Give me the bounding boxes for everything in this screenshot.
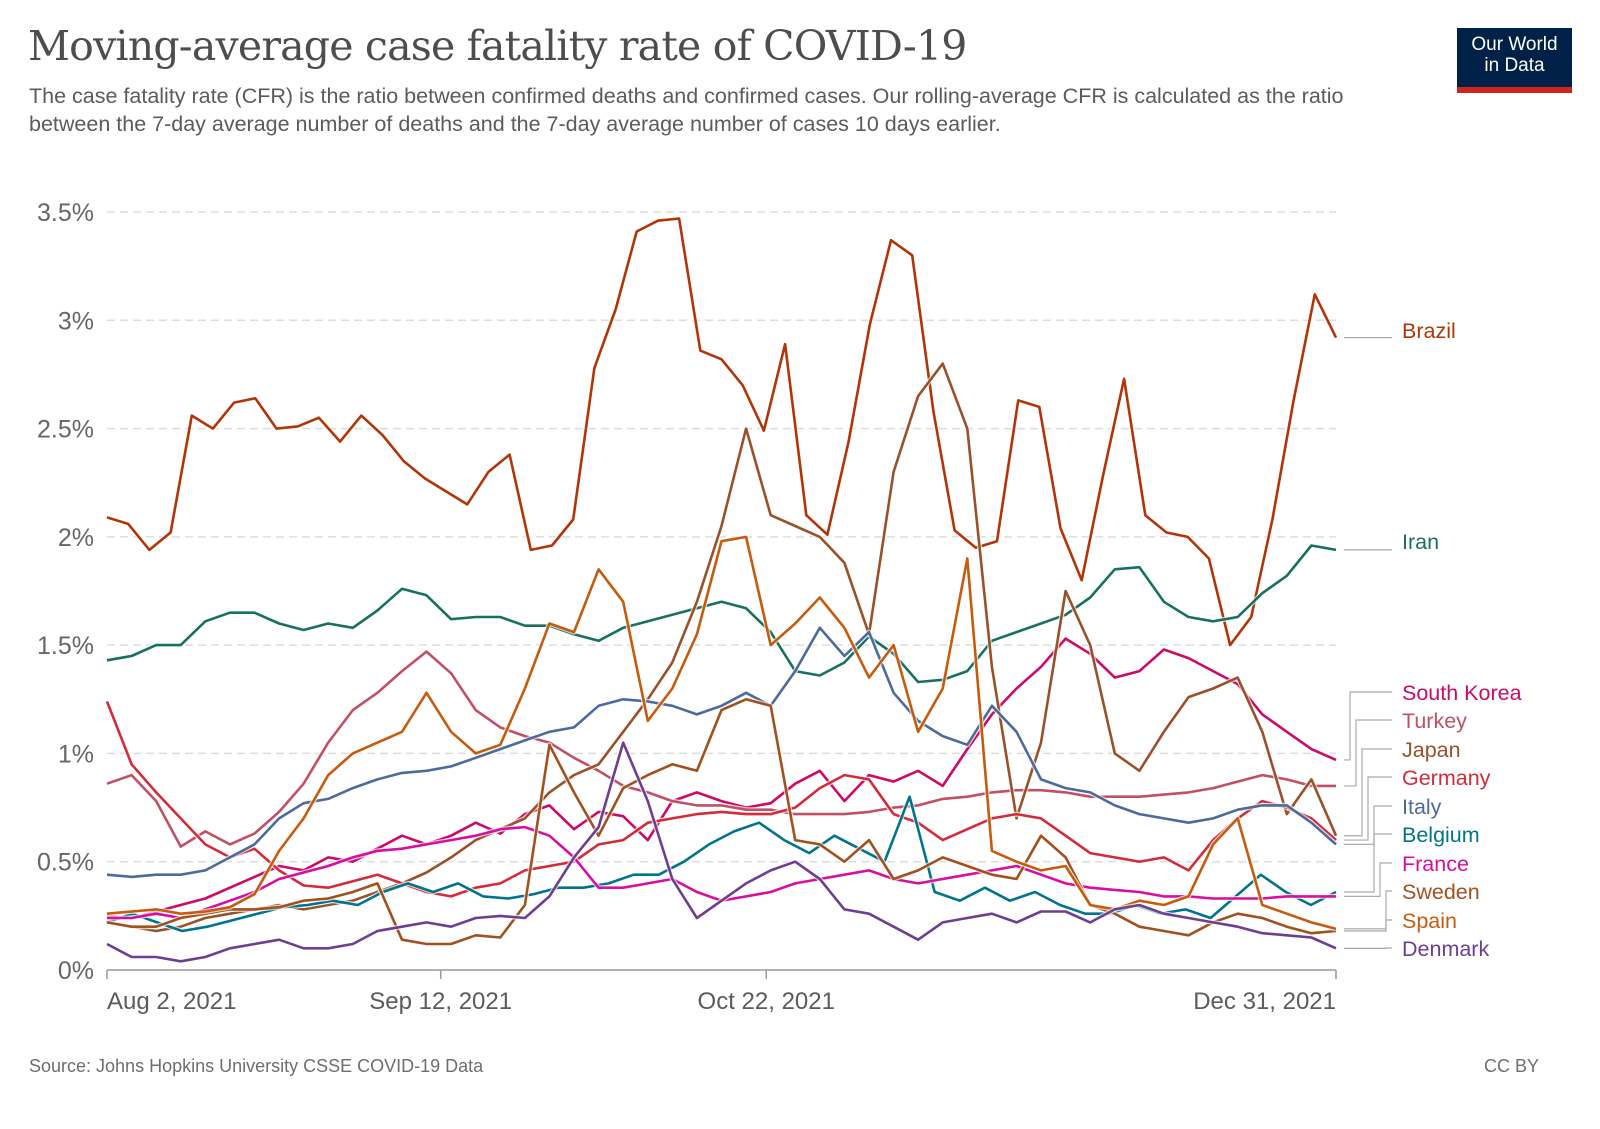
label-connector-sweden bbox=[1344, 890, 1392, 932]
x-tick-label: Sep 12, 2021 bbox=[369, 988, 512, 1015]
x-tick-label: Dec 31, 2021 bbox=[1193, 988, 1336, 1015]
y-tick-label: 2.5% bbox=[37, 416, 94, 444]
series-line-japan[interactable] bbox=[106, 362, 1338, 933]
label-connector-south-korea bbox=[1344, 691, 1392, 761]
series-label-denmark[interactable]: Denmark bbox=[1402, 937, 1489, 961]
y-tick-label: 1.5% bbox=[37, 632, 94, 660]
series-lines bbox=[104, 216, 1339, 964]
logo-line-1: Our World bbox=[1471, 34, 1558, 55]
series-label-belgium[interactable]: Belgium bbox=[1402, 823, 1480, 847]
label-connector-germany bbox=[1344, 776, 1392, 841]
x-tick-label: Aug 2, 2021 bbox=[107, 988, 236, 1015]
series-halo-japan bbox=[106, 361, 1339, 934]
series-line-turkey[interactable] bbox=[106, 650, 1336, 848]
series-label-japan[interactable]: Japan bbox=[1402, 738, 1461, 762]
label-connector-france bbox=[1344, 862, 1392, 897]
label-connector-italy bbox=[1344, 805, 1392, 845]
series-label-france[interactable]: France bbox=[1402, 852, 1469, 876]
y-tick-label: 0.5% bbox=[37, 849, 94, 877]
series-line-denmark[interactable] bbox=[106, 741, 1337, 963]
series-label-south-korea[interactable]: South Korea bbox=[1402, 681, 1522, 705]
series-label-brazil[interactable]: Brazil bbox=[1402, 319, 1456, 343]
y-axis-ticks: 0% 0.5% 1% 1.5% 2% 2.5% 3% 3.5% bbox=[37, 199, 94, 985]
gridlines bbox=[107, 211, 1336, 863]
x-axis: Aug 2, 2021 Sep 12, 2021 Oct 22, 2021 Dec 3… bbox=[106, 969, 1337, 1015]
series-line-brazil[interactable] bbox=[106, 217, 1338, 647]
series-line-iran[interactable] bbox=[106, 544, 1337, 684]
series-label-turkey[interactable]: Turkey bbox=[1402, 709, 1467, 733]
y-tick-label: 2% bbox=[58, 524, 94, 552]
series-label-iran[interactable]: Iran bbox=[1402, 530, 1439, 554]
logo-line-2: in Data bbox=[1484, 55, 1545, 76]
series-label-italy[interactable]: Italy bbox=[1402, 795, 1442, 819]
owid-logo[interactable]: Our World in Data bbox=[1457, 28, 1572, 93]
series-label-spain[interactable]: Spain bbox=[1402, 909, 1457, 933]
y-tick-label: 3% bbox=[58, 307, 94, 335]
label-connector-belgium bbox=[1344, 833, 1392, 893]
label-connector-turkey bbox=[1344, 719, 1392, 787]
y-tick-label: 1% bbox=[58, 740, 94, 768]
chart-subtitle: The case fatality rate (CFR) is the rati… bbox=[29, 84, 1344, 136]
label-connector-japan bbox=[1344, 748, 1392, 837]
source-note[interactable]: Source: Johns Hopkins University CSSE CO… bbox=[29, 1056, 484, 1076]
label-connector-spain bbox=[1344, 919, 1392, 930]
license-note[interactable]: CC BY bbox=[1483, 1056, 1539, 1076]
series-label-sweden[interactable]: Sweden bbox=[1402, 880, 1480, 904]
series-line-south-korea[interactable] bbox=[106, 637, 1337, 920]
series-line-sweden[interactable] bbox=[106, 697, 1337, 946]
chart-title: Moving-average case fatality rate of COV… bbox=[28, 22, 967, 70]
y-tick-label: 3.5% bbox=[37, 199, 94, 227]
logo-red-bar bbox=[1457, 87, 1572, 93]
series-label-germany[interactable]: Germany bbox=[1402, 766, 1491, 790]
series-labels: Brazil Iran South Korea Turkey Japan Germany I… bbox=[1344, 319, 1522, 961]
series-line-germany[interactable] bbox=[105, 701, 1337, 898]
series-line-spain[interactable] bbox=[106, 535, 1337, 931]
x-tick-label: Oct 22, 2021 bbox=[698, 988, 835, 1015]
y-tick-label: 0% bbox=[58, 957, 94, 985]
